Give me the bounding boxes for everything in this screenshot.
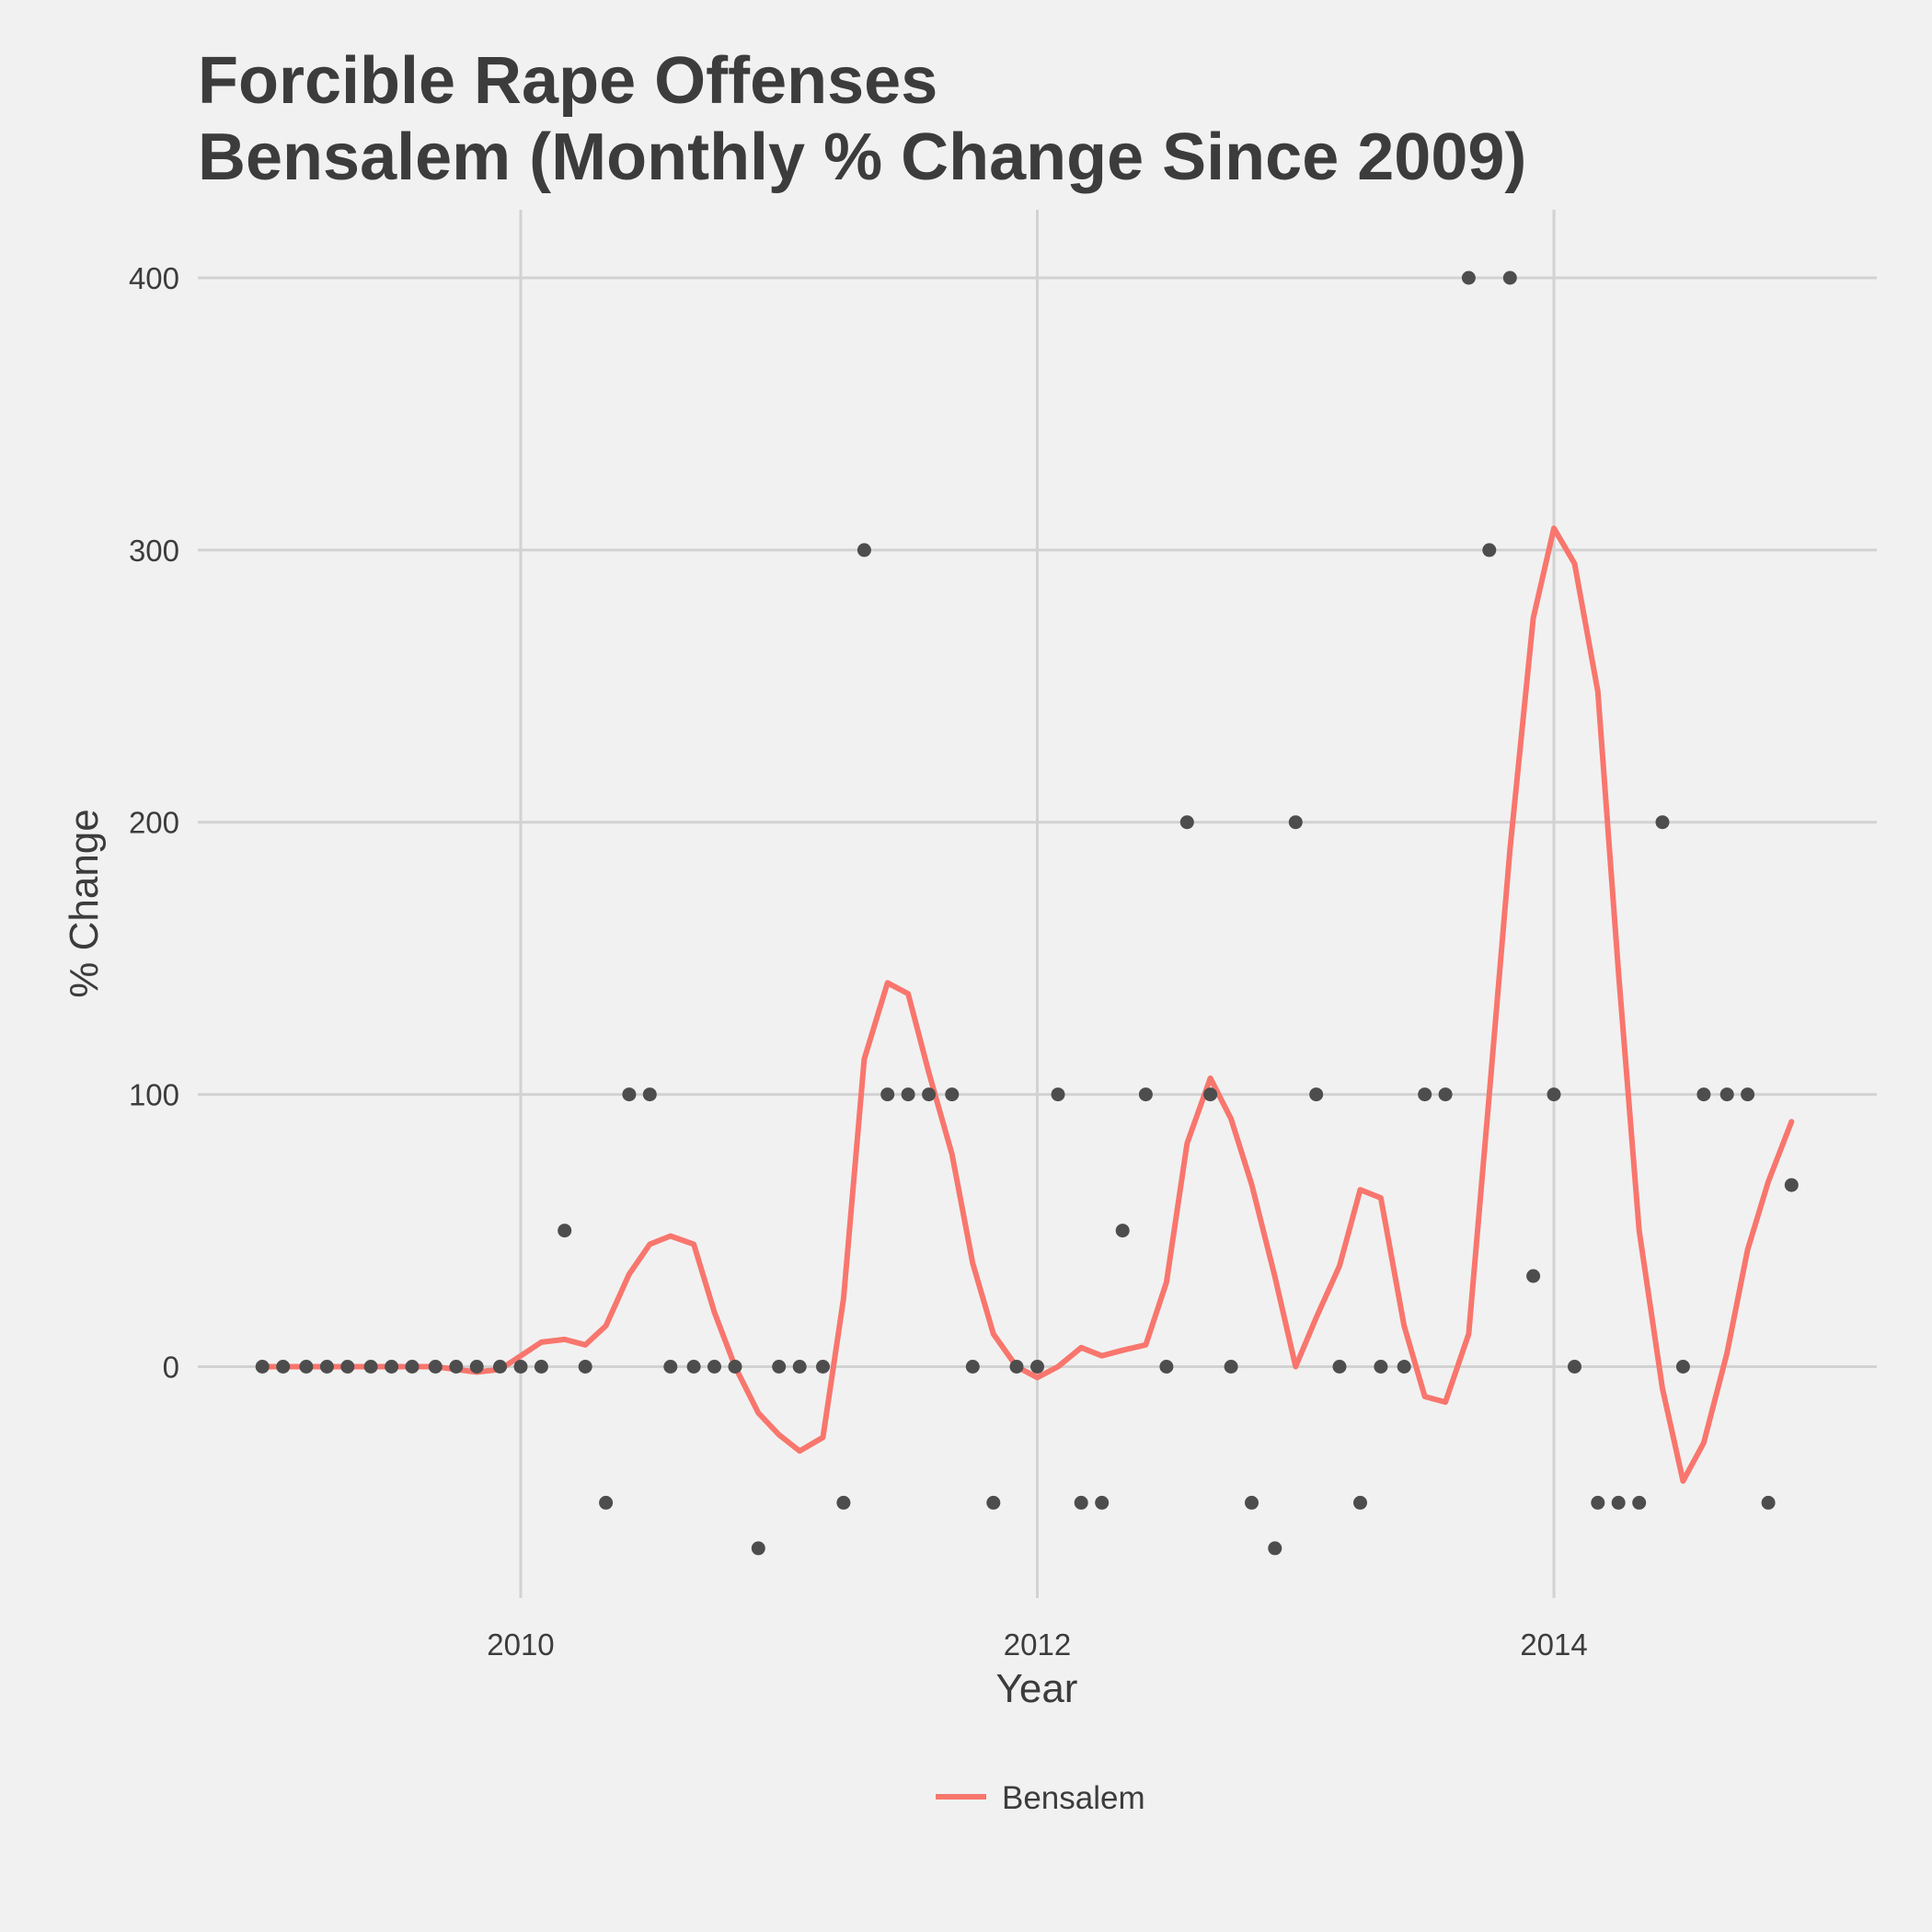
data-point-0: [255, 1360, 270, 1374]
series-line-0: [259, 525, 1795, 1484]
y-tick-label-4: 400: [129, 261, 179, 295]
data-point-48: [1288, 815, 1303, 830]
data-point-27: [836, 1495, 851, 1510]
data-point-3: [319, 1360, 334, 1374]
data-point-61: [1568, 1360, 1581, 1374]
data-point-45: [1224, 1360, 1238, 1374]
data-points: [255, 270, 1799, 1556]
legend-label-bensalem: Bensalem: [1002, 1780, 1145, 1816]
data-point-55: [1438, 1087, 1453, 1102]
data-point-47: [1268, 1541, 1282, 1556]
data-point-69: [1741, 1087, 1755, 1102]
data-point-50: [1332, 1360, 1347, 1374]
data-point-40: [1115, 1224, 1130, 1238]
data-point-57: [1482, 543, 1497, 558]
y-tick-labels: 0 100 200 300 400: [129, 261, 179, 1385]
chart-title-line-1: Forcible Rape Offenses: [198, 44, 937, 118]
data-point-41: [1138, 1087, 1153, 1102]
data-point-66: [1675, 1360, 1690, 1374]
x-tick-label-1: 2012: [1004, 1627, 1071, 1662]
data-point-18: [642, 1087, 657, 1102]
data-point-65: [1655, 815, 1670, 830]
data-point-30: [901, 1087, 915, 1102]
data-point-36: [1030, 1360, 1044, 1374]
data-point-44: [1203, 1087, 1218, 1102]
data-point-39: [1095, 1495, 1110, 1510]
y-tick-label-1: 100: [129, 1078, 179, 1112]
chart-title-line-2: Bensalem (Monthly % Change Since 2009): [198, 121, 1526, 194]
data-point-17: [622, 1087, 637, 1102]
y-axis-label: % Change: [62, 809, 107, 997]
data-point-59: [1526, 1269, 1541, 1283]
y-tick-label-0: 0: [163, 1351, 179, 1385]
data-point-33: [965, 1360, 980, 1374]
data-point-28: [857, 543, 871, 558]
data-point-8: [428, 1360, 443, 1374]
data-point-38: [1074, 1495, 1088, 1510]
data-point-64: [1632, 1495, 1647, 1510]
data-point-63: [1611, 1495, 1626, 1510]
data-point-49: [1309, 1087, 1324, 1102]
data-point-43: [1179, 815, 1194, 830]
data-point-19: [663, 1360, 678, 1374]
data-point-60: [1547, 1087, 1561, 1102]
data-point-35: [1009, 1360, 1024, 1374]
data-point-7: [405, 1360, 420, 1374]
x-axis-label: Year: [996, 1666, 1078, 1711]
y-tick-label-2: 200: [129, 806, 179, 840]
legend: Bensalem: [936, 1780, 1145, 1816]
data-point-42: [1159, 1360, 1174, 1374]
data-point-52: [1374, 1360, 1388, 1374]
data-point-58: [1502, 270, 1517, 285]
data-point-46: [1245, 1495, 1259, 1510]
data-point-13: [534, 1360, 548, 1374]
series-lines: [259, 525, 1795, 1484]
data-point-53: [1397, 1360, 1411, 1374]
data-point-62: [1591, 1495, 1605, 1510]
y-tick-label-3: 300: [129, 534, 179, 568]
data-point-29: [880, 1087, 895, 1102]
data-point-70: [1761, 1495, 1776, 1510]
data-point-26: [816, 1360, 830, 1374]
x-tick-label-2: 2014: [1520, 1627, 1587, 1662]
data-point-21: [707, 1360, 721, 1374]
data-point-4: [340, 1360, 355, 1374]
data-point-34: [986, 1495, 1001, 1510]
data-point-9: [449, 1360, 464, 1374]
data-point-11: [493, 1360, 507, 1374]
data-point-6: [385, 1360, 399, 1374]
data-point-25: [792, 1360, 807, 1374]
data-point-51: [1353, 1495, 1367, 1510]
data-point-12: [513, 1360, 528, 1374]
data-point-10: [469, 1360, 484, 1374]
data-point-24: [772, 1360, 787, 1374]
data-point-23: [751, 1541, 765, 1556]
data-point-71: [1784, 1178, 1799, 1192]
data-point-22: [728, 1360, 742, 1374]
data-point-67: [1696, 1087, 1711, 1102]
data-point-20: [686, 1360, 701, 1374]
x-tick-label-0: 2010: [487, 1627, 554, 1662]
data-point-16: [599, 1495, 614, 1510]
data-point-2: [299, 1360, 314, 1374]
data-point-31: [922, 1087, 937, 1102]
data-point-5: [363, 1360, 378, 1374]
data-point-1: [276, 1360, 291, 1374]
data-point-15: [578, 1360, 592, 1374]
data-point-54: [1418, 1087, 1432, 1102]
data-point-37: [1051, 1087, 1065, 1102]
data-point-14: [558, 1224, 572, 1238]
data-point-68: [1719, 1087, 1734, 1102]
data-point-56: [1461, 270, 1476, 285]
x-tick-labels: 2010 2012 2014: [487, 1627, 1587, 1662]
data-point-32: [945, 1087, 960, 1102]
gridlines: [198, 210, 1877, 1598]
